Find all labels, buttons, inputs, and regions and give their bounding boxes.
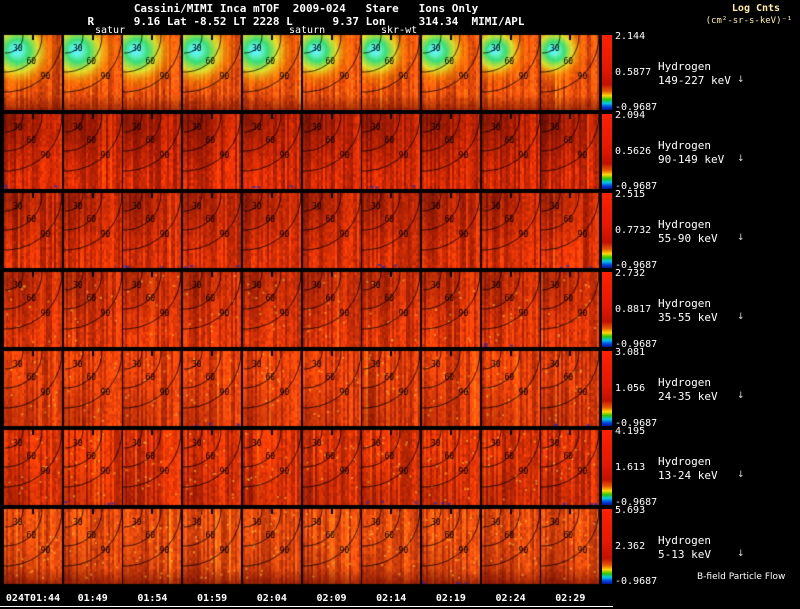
colorbar [602,272,612,347]
time-axis-label: 02:09 [316,593,347,604]
time-axis-label: 01:54 [137,593,168,604]
colorbar-max-label: 2.094 [615,110,646,121]
colorbar-min-label: -0.9687 [615,102,658,113]
row-species-label: Hydrogen [658,454,711,468]
time-axis-label: 01:59 [197,593,228,604]
flow-direction-arrow-icon: ↓ [737,74,745,85]
row-species-label: Hydrogen [658,59,711,73]
colorbar [602,114,612,189]
colorbar-min-label: -0.9687 [615,181,658,192]
colorbar-mid-label: 1.613 [615,461,646,473]
colorbar-min-label: -0.9687 [615,576,658,587]
time-axis-line [0,606,613,607]
row-energy-label: 24-35 keV [658,389,718,403]
colorbar-units-formula: (cm²-sr-s-keV)⁻¹ [705,16,793,26]
flow-direction-arrow-icon: ↓ [737,469,745,480]
annotation-label-1: saturn [289,25,326,36]
colorbar-max-label: 2.144 [615,31,646,42]
time-axis-label: 01:49 [77,593,108,604]
bfield-particle-flow-label: B-field Particle Flow [697,572,786,582]
flow-direction-arrow-icon: ↓ [737,548,745,559]
annotation-label-0: satur [95,25,126,36]
colorbar [602,351,612,426]
row-energy-label: 35-55 keV [658,310,718,324]
time-axis-label: 02:24 [495,593,526,604]
row-energy-label: 55-90 keV [658,231,718,245]
flow-direction-arrow-icon: ↓ [737,153,745,164]
colorbar-max-label: 4.195 [615,426,646,437]
colorbar-units-title: Log Cnts [731,3,781,14]
row-species-label: Hydrogen [658,533,711,547]
annotation-label-2: skr-wt [381,25,418,36]
colorbar-max-label: 5.693 [615,505,646,516]
flow-direction-arrow-icon: ↓ [737,232,745,243]
time-axis-label: 024T01:44 [5,593,61,604]
row-species-label: Hydrogen [658,138,711,152]
colorbar-mid-label: 0.5626 [615,145,652,157]
colorbar [602,35,612,110]
colorbar-mid-label: 0.7732 [615,224,652,236]
row-species-label: Hydrogen [658,296,711,310]
row-energy-label: 149-227 keV [658,73,731,87]
plot-subtitle: R 9.16 Lat -8.52 LT 2228 L 9.37 Lon 314.… [87,15,525,28]
plot-title: Cassini/MIMI Inca mTOF 2009-024 Stare Io… [133,2,479,15]
row-energy-label: 5-13 keV [658,547,711,561]
flow-direction-arrow-icon: ↓ [737,390,745,401]
colorbar-min-label: -0.9687 [615,497,658,508]
colorbar-mid-label: 0.8817 [615,303,652,315]
colorbar-max-label: 2.732 [615,268,646,279]
flow-direction-arrow-icon: ↓ [737,311,745,322]
colorbar [602,430,612,505]
colorbar-max-label: 3.081 [615,347,646,358]
time-axis-label: 02:29 [555,593,586,604]
colorbar-max-label: 2.515 [615,189,646,200]
row-energy-label: 90-149 keV [658,152,725,166]
time-axis-label: 02:19 [435,593,466,604]
colorbar-mid-label: 2.362 [615,540,646,552]
colorbar-mid-label: 1.056 [615,382,646,394]
colorbar-mid-label: 0.5877 [615,66,652,78]
colorbar-min-label: -0.9687 [615,418,658,429]
colorbar-min-label: -0.9687 [615,260,658,271]
row-species-label: Hydrogen [658,375,711,389]
time-axis-label: 02:14 [376,593,407,604]
time-axis-label: 02:04 [256,593,287,604]
row-energy-label: 13-24 keV [658,468,718,482]
row-species-label: Hydrogen [658,217,711,231]
colorbar-min-label: -0.9687 [615,339,658,350]
colorbar [602,509,612,584]
colorbar [602,193,612,268]
